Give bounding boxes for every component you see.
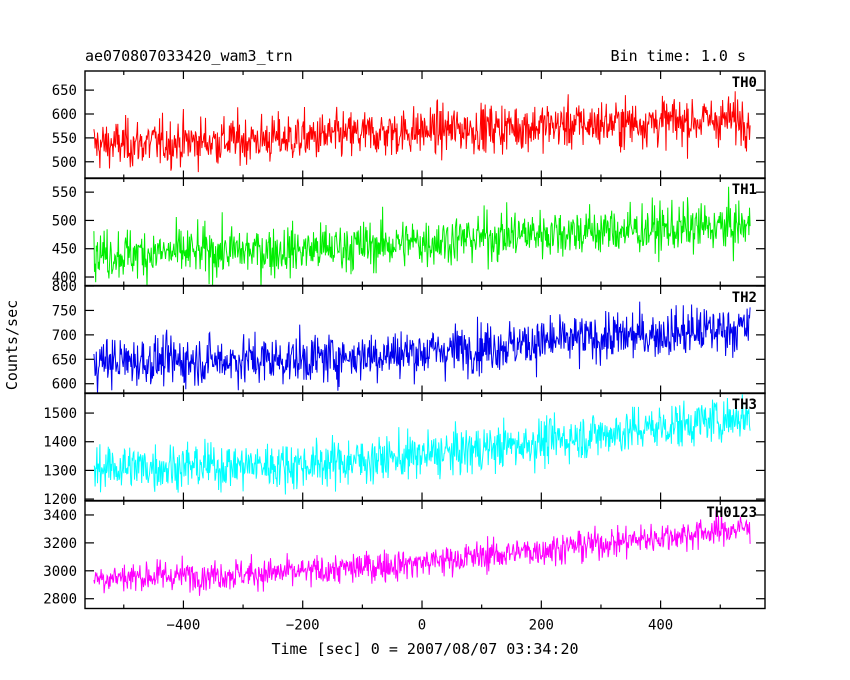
panel-th0123: 2800 3000 3200 3400 TH0123 −400 −200 0 200 400 <box>43 500 766 634</box>
panel-th1: 400 450 500 550 TH1 <box>52 177 766 287</box>
panel-label-th2: TH2 <box>732 290 757 306</box>
y-tick-label: 3200 <box>43 536 77 552</box>
panel-label-th3: TH3 <box>732 397 757 413</box>
y-tick-label: 400 <box>52 270 77 286</box>
y-tick-label: 3400 <box>43 508 77 524</box>
y-tick-label: 800 <box>52 279 77 295</box>
panel-frame-th1 <box>84 177 766 287</box>
panel-th2: 600 650 700 750 800 TH2 <box>52 279 766 395</box>
y-tick-label: 600 <box>52 107 77 123</box>
series-th3-line <box>93 394 751 495</box>
y-tick-label: 1300 <box>43 463 77 479</box>
x-tick-label: −200 <box>286 618 320 634</box>
y-tick-label: 1400 <box>43 435 77 451</box>
panel-th0: 500 550 600 650 TH0 <box>52 70 766 180</box>
y-tick-label: 750 <box>52 303 77 319</box>
series-th0-line <box>93 91 751 173</box>
y-tick-label: 650 <box>52 83 77 99</box>
panel-label-th1: TH1 <box>732 182 757 198</box>
panel-label-th0123: TH0123 <box>706 505 757 521</box>
series-th2-line <box>93 301 751 394</box>
x-axis-label: Time [sec] 0 = 2007/08/07 03:34:20 <box>271 640 578 658</box>
y-tick-label: 1500 <box>43 406 77 422</box>
y-tick-label: 500 <box>52 213 77 229</box>
y-tick-label: 700 <box>52 328 77 344</box>
y-axis-label: Counts/sec <box>3 300 21 390</box>
series-th0123-line <box>93 510 751 596</box>
x-tick-label: −400 <box>167 618 201 634</box>
series-th1-line <box>93 186 751 286</box>
bin-time-label: Bin time: 1.0 s <box>611 47 746 65</box>
x-tick-label: 400 <box>648 618 673 634</box>
y-tick-label: 3000 <box>43 564 77 580</box>
y-tick-label: 1200 <box>43 492 77 508</box>
y-tick-label: 450 <box>52 242 77 258</box>
chart-title: ae070807033420_wam3_trn <box>85 47 293 65</box>
y-tick-label: 2800 <box>43 592 77 608</box>
y-tick-label: 650 <box>52 352 77 368</box>
x-tick-label: 0 <box>418 618 426 634</box>
y-tick-label: 600 <box>52 377 77 393</box>
panel-label-th0: TH0 <box>732 75 757 91</box>
x-tick-label: 200 <box>529 618 554 634</box>
panel-th3: 1200 1300 1400 1500 TH3 <box>43 392 766 508</box>
y-tick-label: 550 <box>52 131 77 147</box>
y-tick-label: 550 <box>52 185 77 201</box>
y-tick-label: 500 <box>52 155 77 171</box>
panel-frame-th0123 <box>84 500 766 610</box>
panels-layer: 500 550 600 650 TH0 400 450 500 550 TH1 600 650 700 7… <box>43 70 766 634</box>
